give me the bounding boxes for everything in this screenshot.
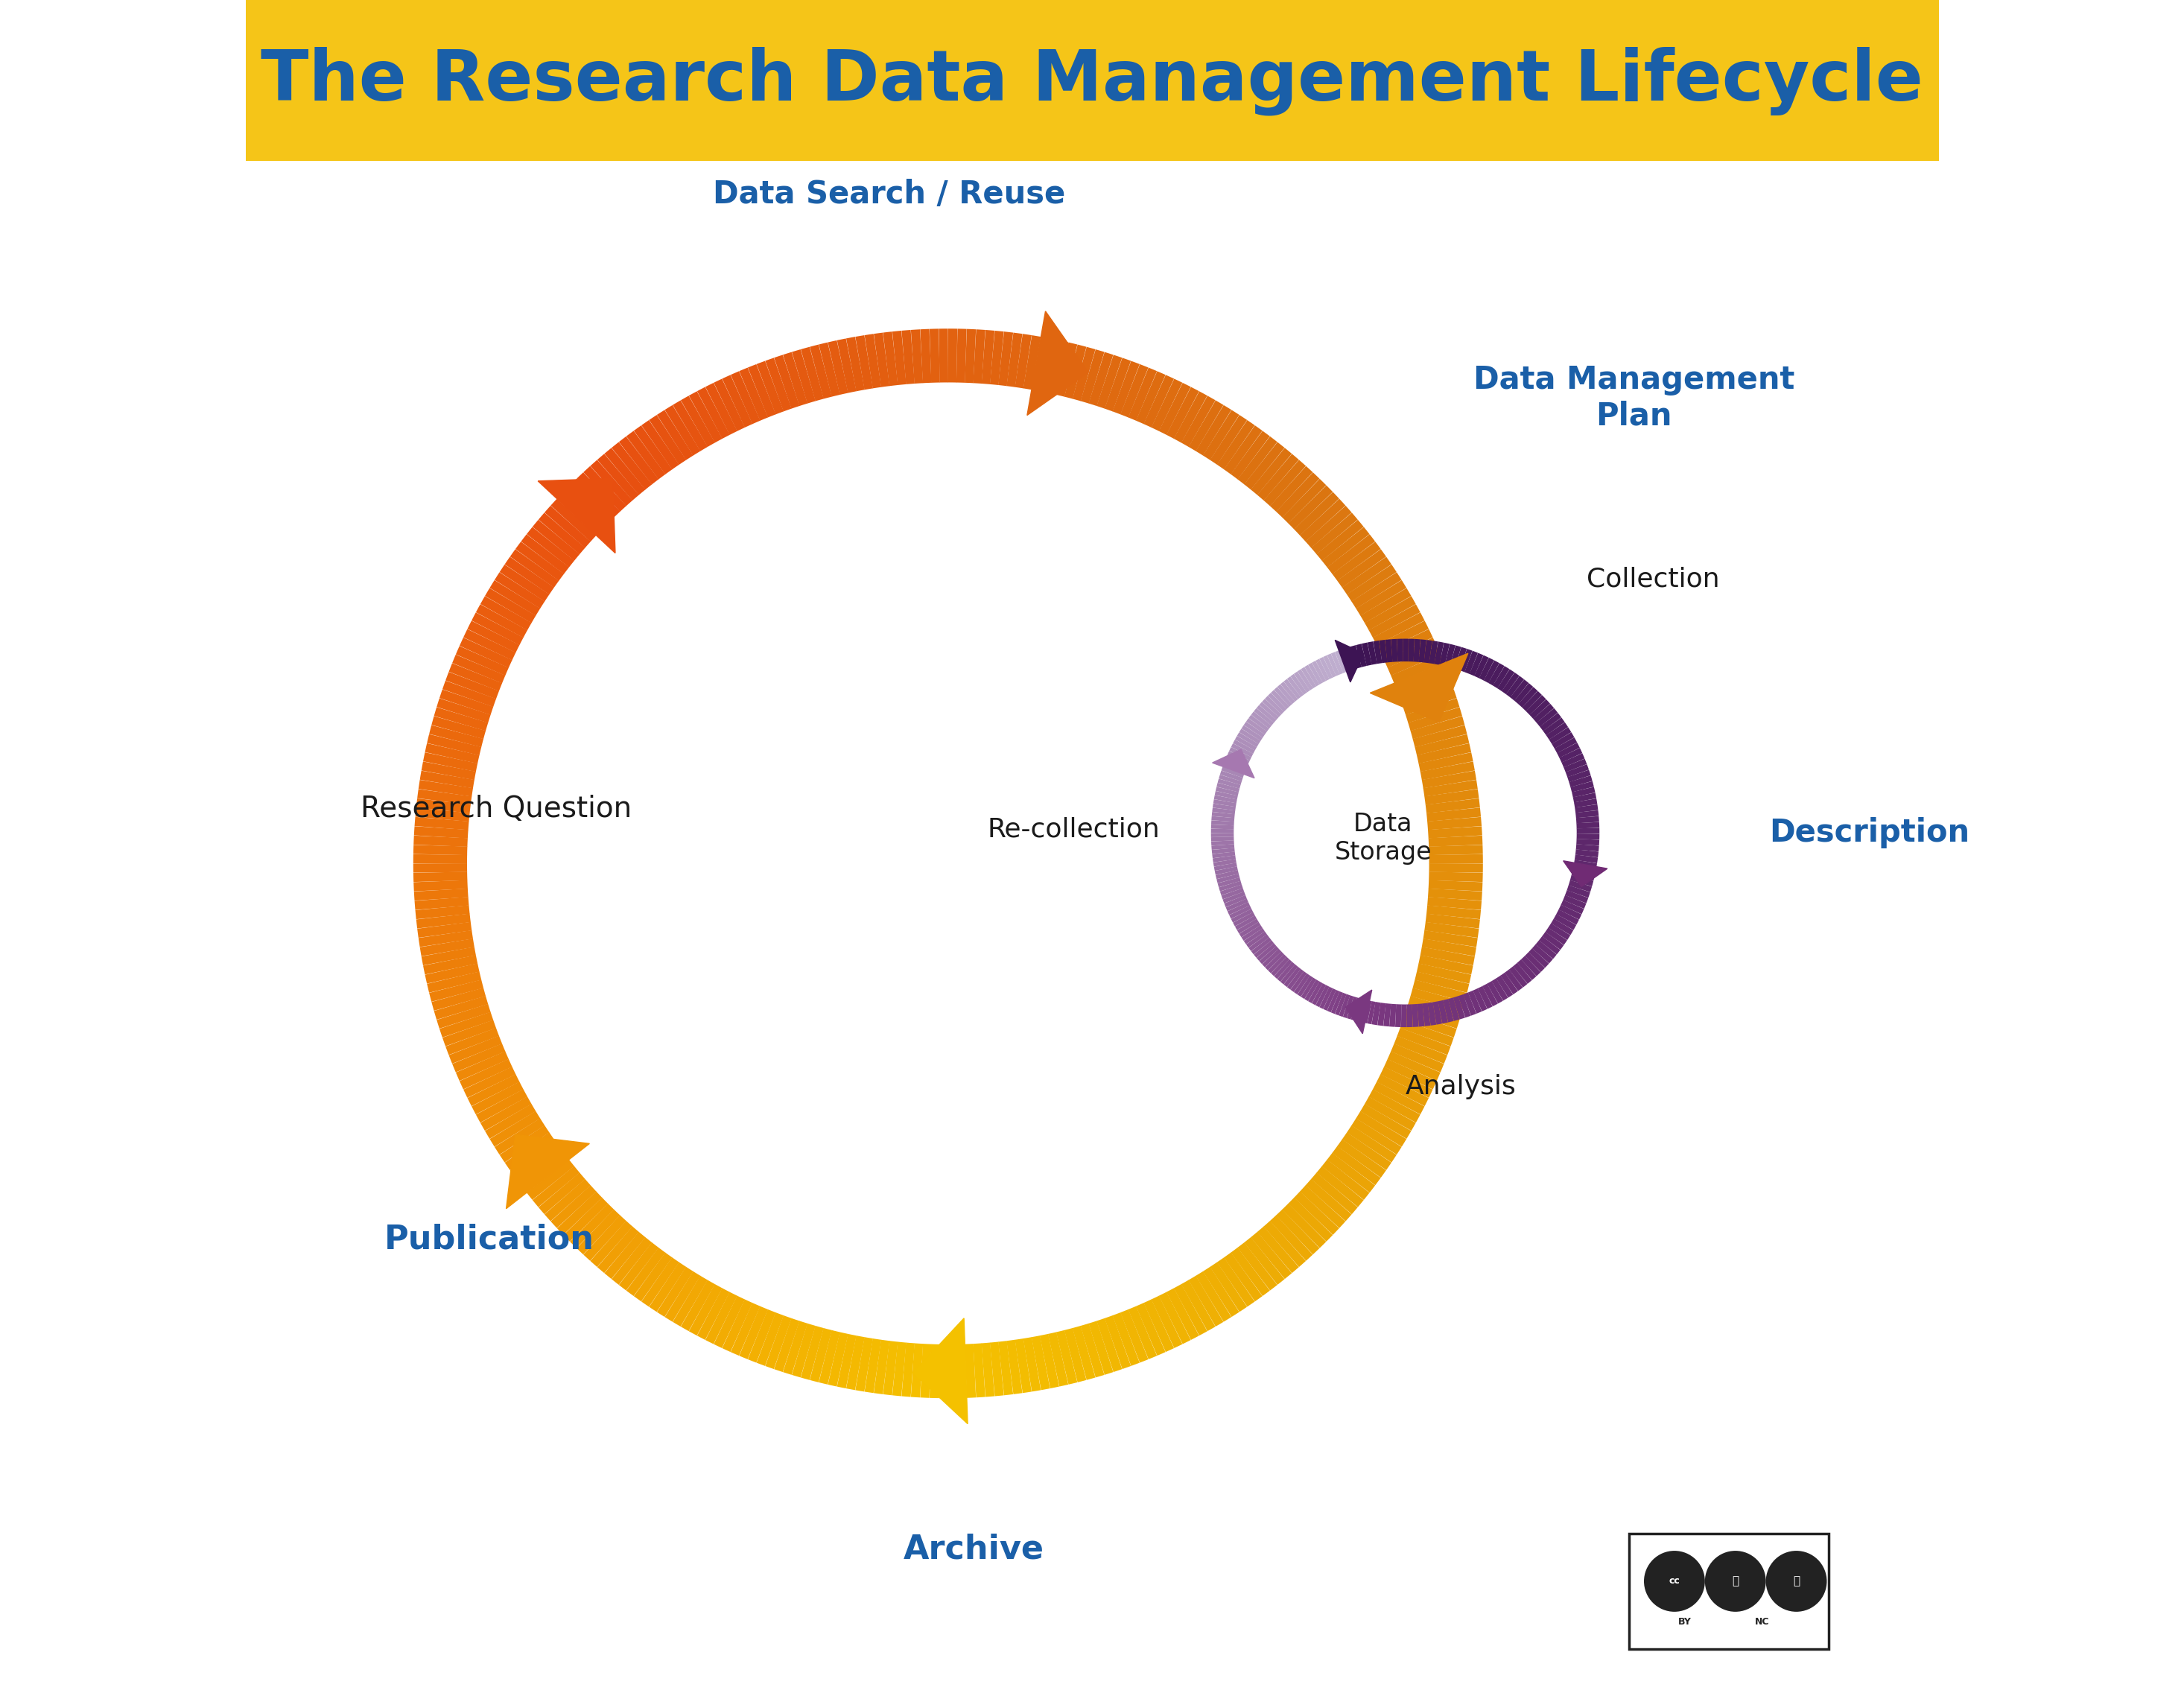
Text: BY: BY — [1677, 1617, 1690, 1627]
Text: Data
Storage: Data Storage — [1334, 811, 1433, 865]
Text: Archive: Archive — [904, 1534, 1044, 1564]
Polygon shape — [1212, 750, 1254, 779]
Circle shape — [1706, 1551, 1767, 1612]
Text: Data Management
Plan: Data Management Plan — [1474, 364, 1795, 432]
Polygon shape — [507, 1134, 590, 1209]
Text: Research Question: Research Question — [360, 796, 631, 823]
Text: The Research Data Management Lifecycle: The Research Data Management Lifecycle — [260, 47, 1924, 115]
Bar — [1629, 1534, 1828, 1649]
Text: Analysis: Analysis — [1406, 1075, 1516, 1099]
Text: Collection: Collection — [1586, 567, 1719, 591]
Circle shape — [1767, 1551, 1826, 1612]
Polygon shape — [1026, 312, 1088, 415]
Text: Publication: Publication — [384, 1224, 594, 1255]
Text: ⓘ: ⓘ — [1732, 1576, 1738, 1586]
Text: NC: NC — [1756, 1617, 1769, 1627]
Text: Ⓢ: Ⓢ — [1793, 1576, 1800, 1586]
Polygon shape — [913, 1319, 968, 1424]
Polygon shape — [1564, 860, 1607, 887]
Polygon shape — [1369, 653, 1468, 723]
Polygon shape — [1334, 640, 1363, 682]
Text: Re-collection: Re-collection — [987, 818, 1160, 841]
Text: Description: Description — [1769, 818, 1970, 848]
Text: cc: cc — [1669, 1576, 1679, 1586]
Polygon shape — [537, 479, 616, 554]
Text: Data Search / Reuse: Data Search / Reuse — [712, 179, 1066, 210]
Circle shape — [1645, 1551, 1706, 1612]
Polygon shape — [1345, 990, 1372, 1034]
FancyBboxPatch shape — [245, 0, 1939, 161]
